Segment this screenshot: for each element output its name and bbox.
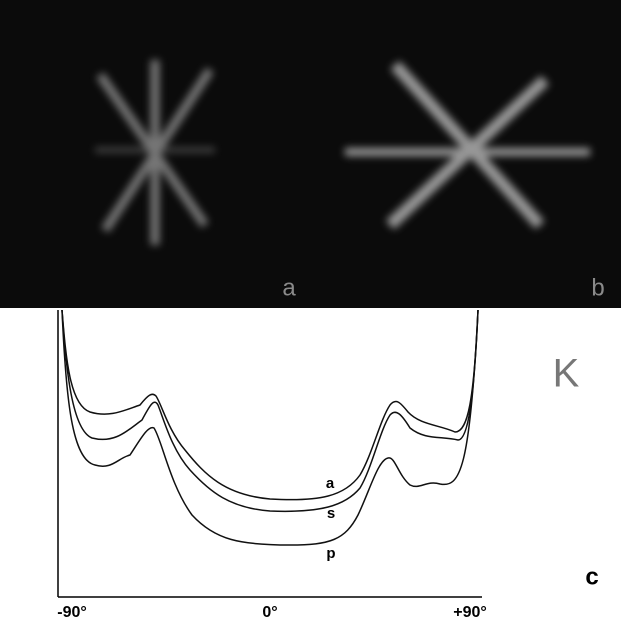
figure: a b a s p K c -90° 0° +90° (0, 0, 621, 626)
panel-label: b (591, 274, 604, 301)
curves (62, 310, 478, 545)
diffraction-star-a (95, 60, 215, 245)
panel-label: a (282, 274, 296, 301)
curve-label: a (326, 475, 335, 492)
x-tick-label: 0° (262, 604, 277, 621)
curve-label: p (326, 545, 335, 562)
x-tick-label: +90° (453, 604, 487, 621)
curve-p (62, 310, 478, 545)
curve-label: s (327, 505, 335, 522)
curve-a (62, 310, 478, 500)
panel-label: c (585, 563, 598, 590)
x-tick-label: -90° (57, 604, 87, 621)
symbol-label: K (553, 352, 580, 396)
